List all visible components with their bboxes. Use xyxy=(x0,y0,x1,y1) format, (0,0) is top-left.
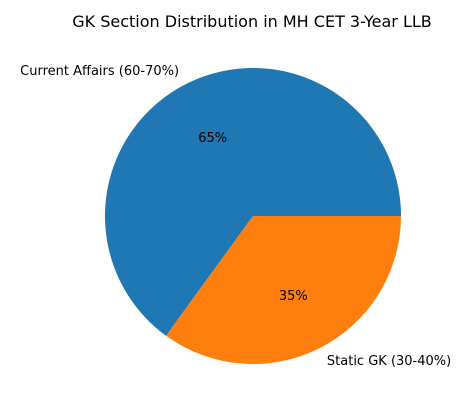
slice-label-0: Current Affairs (60-70%) xyxy=(20,64,179,79)
slice-label-1: Static GK (30-40%) xyxy=(327,354,451,369)
slice-percent-1: 35% xyxy=(279,289,308,304)
chart-title: GK Section Distribution in MH CET 3-Year… xyxy=(72,12,432,31)
pie-labels: Current Affairs (60-70%) 65% Static GK (30… xyxy=(20,64,451,369)
pie-slice-0 xyxy=(105,67,402,336)
pie-slices xyxy=(105,67,402,365)
slice-percent-0: 65% xyxy=(198,131,227,146)
pie-slice-1 xyxy=(166,216,401,365)
